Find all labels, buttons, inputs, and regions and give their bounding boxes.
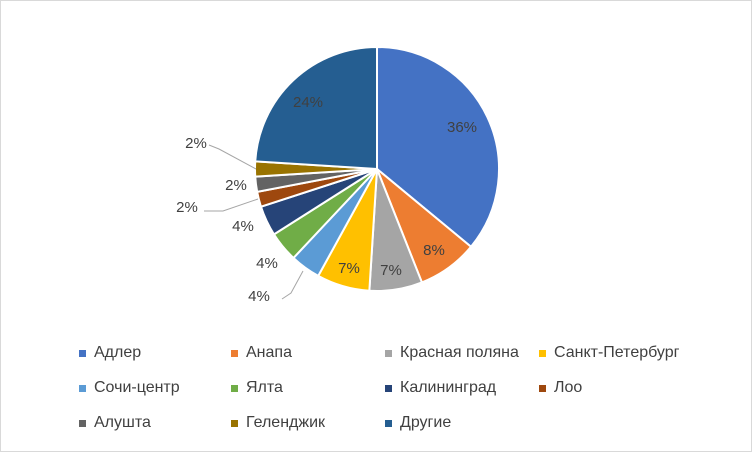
leader-line-8 [204, 198, 259, 212]
pie-slice-11 [254, 45, 378, 171]
legend-item: Геленджик [231, 411, 325, 435]
legend-label: Сочи-центр [94, 379, 180, 396]
legend-item: Красная поляна [385, 341, 519, 365]
data-label-5: 4% [248, 288, 270, 305]
data-label-7: 4% [232, 218, 254, 235]
data-label-6: 4% [256, 255, 278, 272]
legend-swatch [79, 419, 86, 427]
legend-label: Адлер [94, 344, 142, 361]
legend-swatch [385, 419, 392, 427]
data-label-10: 2% [185, 135, 207, 152]
legend-label: Санкт-Петербург [554, 344, 680, 361]
legend-swatch [385, 349, 392, 357]
legend-swatch [79, 349, 86, 357]
legend-label: Алушта [94, 414, 151, 431]
data-label-2: 8% [423, 242, 445, 259]
data-label-1: 36% [447, 119, 477, 136]
leader-line-5 [281, 270, 304, 300]
legend-swatch [385, 384, 392, 392]
legend-swatch [79, 384, 86, 392]
legend-label: Ялта [246, 379, 283, 396]
legend-item: Другие [385, 411, 451, 435]
legend-item: Санкт-Петербург [539, 341, 679, 365]
data-label-4: 7% [338, 260, 360, 277]
legend-item: Лоо [539, 376, 582, 400]
data-label-9: 2% [225, 177, 247, 194]
pie-chart: 36% 8% 7% 7% 4% 4% 4% 2% 2% 2% 24% [176, 45, 500, 305]
data-label-3: 7% [380, 262, 402, 279]
legend-label: Другие [400, 414, 452, 431]
legend-item: Ялта [231, 376, 283, 400]
legend-item: Калининград [385, 376, 496, 400]
legend-swatch [231, 419, 238, 427]
legend-label: Калининград [400, 379, 497, 396]
legend-swatch [539, 349, 546, 357]
legend-swatch [231, 349, 238, 357]
data-label-8: 2% [176, 199, 198, 216]
legend-label: Лоо [554, 379, 583, 396]
legend-label: Красная поляна [400, 344, 519, 361]
legend-label: Анапа [246, 344, 292, 361]
legend-swatch [231, 384, 238, 392]
legend-item: Адлер [79, 341, 141, 365]
leader-line-10 [208, 144, 257, 170]
legend-item: Анапа [231, 341, 292, 365]
pie-slice-1 [376, 45, 500, 249]
legend-swatch [539, 384, 546, 392]
legend-item: Сочи-центр [79, 376, 180, 400]
legend-item: Алушта [79, 411, 151, 435]
legend-label: Геленджик [246, 414, 326, 431]
data-label-11: 24% [293, 94, 323, 111]
